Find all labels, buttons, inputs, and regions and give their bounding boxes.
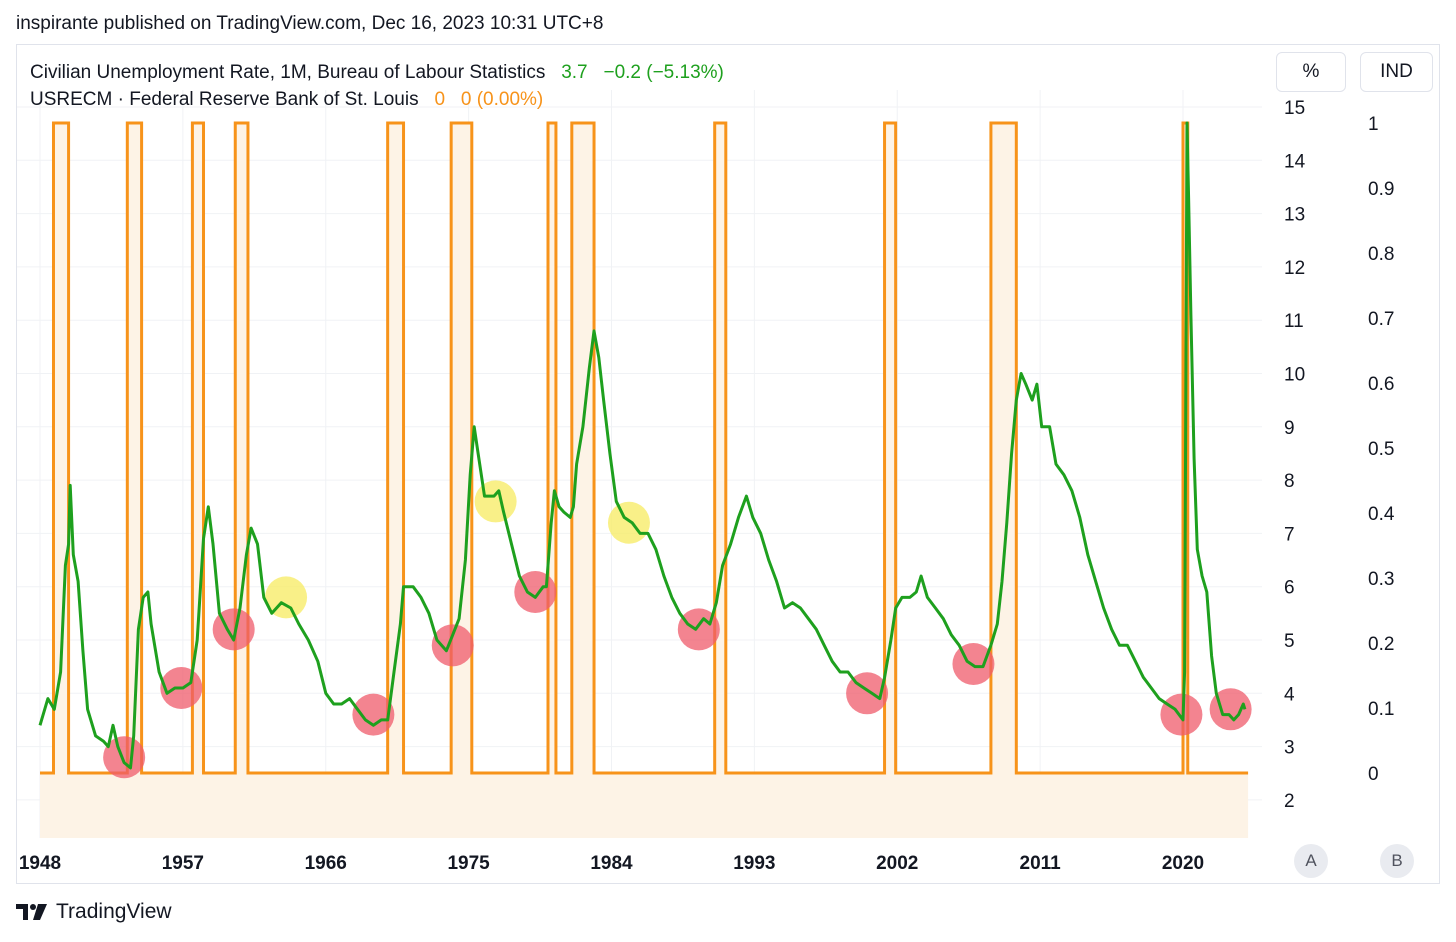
x-axis-tick-label: 2020 bbox=[1162, 853, 1204, 874]
right-axis-tick-label: 0.6 bbox=[1368, 374, 1394, 395]
legend-series2-value: 0 bbox=[434, 89, 446, 110]
right-axis-tick-label: 1 bbox=[1368, 114, 1379, 135]
legend-series2-change: 0 (0.00%) bbox=[460, 89, 544, 110]
legend-row-recession[interactable]: USRECM · Federal Reserve Bank of St. Lou… bbox=[30, 86, 724, 113]
right-axis-tick-label: 0.4 bbox=[1368, 504, 1395, 525]
left-axis-tick-label: 13 bbox=[1284, 205, 1305, 226]
x-axis-tick-label: 1993 bbox=[733, 853, 775, 874]
unemployment-rate-line bbox=[38, 121, 1247, 770]
yellow-marker-circle bbox=[474, 480, 517, 523]
right-axis-tick-label: 0.2 bbox=[1368, 634, 1394, 655]
red-marker-circle bbox=[431, 624, 474, 667]
left-axis-tick-label: 12 bbox=[1284, 258, 1305, 279]
chart-legend: Civilian Unemployment Rate, 1M, Bureau o… bbox=[30, 59, 724, 113]
right-axis-tick-label: 0.7 bbox=[1368, 309, 1394, 330]
right-axis-tick-label: 0 bbox=[1368, 764, 1379, 785]
recession-period-fill bbox=[884, 123, 896, 773]
right-axis-tick-label: 0.1 bbox=[1368, 699, 1394, 720]
x-axis-labels: 1948 1957 1966 1975 1984 1993 2002 2011 2020 bbox=[19, 853, 1204, 874]
right-axis-tick-label: 0.8 bbox=[1368, 244, 1394, 265]
recession-indicator-line bbox=[40, 121, 1249, 775]
left-axis-tick-label: 7 bbox=[1284, 524, 1295, 545]
right-axis-labels: 1 0.9 0.8 0.7 0.6 0.5 0.4 0.3 0.2 0.1 0 bbox=[1368, 114, 1395, 785]
recession-period-fill bbox=[235, 123, 248, 773]
recession-period-fill bbox=[127, 123, 142, 773]
red-marker-circle bbox=[103, 736, 146, 779]
right-axis-tick-label: 0.5 bbox=[1368, 439, 1394, 460]
brand-name: TradingView bbox=[56, 900, 172, 923]
left-axis-tick-label: 2 bbox=[1284, 791, 1295, 812]
red-marker-circle bbox=[677, 608, 720, 651]
grid-lines bbox=[17, 90, 1262, 838]
left-axis-tick-label: 3 bbox=[1284, 738, 1295, 759]
right-axis-tick-label: 0.9 bbox=[1368, 179, 1394, 200]
recession-period-fill bbox=[451, 123, 472, 773]
legend-series1-value: 3.7 bbox=[561, 62, 588, 83]
left-axis-tick-label: 10 bbox=[1284, 365, 1305, 386]
legend-series1-change: −0.2 (−5.13%) bbox=[603, 62, 724, 83]
brand-footer: TradingView bbox=[16, 900, 172, 924]
x-axis-tick-label: 2002 bbox=[876, 853, 918, 874]
x-axis-tick-label: 1966 bbox=[305, 853, 347, 874]
right-scale-unit-button[interactable]: IND bbox=[1360, 52, 1433, 92]
legend-row-unemployment[interactable]: Civilian Unemployment Rate, 1M, Bureau o… bbox=[30, 59, 724, 86]
legend-series2-name: USRECM · Federal Reserve Bank of St. Lou… bbox=[30, 89, 419, 110]
recession-baseline-fill bbox=[40, 773, 1249, 838]
x-axis-tick-label: 1948 bbox=[19, 853, 61, 874]
recession-period-fill bbox=[387, 123, 404, 773]
left-axis-tick-label: 15 bbox=[1284, 98, 1305, 119]
x-axis-tick-label: 1975 bbox=[447, 853, 490, 874]
recession-period-fill bbox=[192, 123, 204, 773]
left-axis-tick-label: 8 bbox=[1284, 471, 1295, 492]
right-axis-tick-label: 0.3 bbox=[1368, 569, 1394, 590]
tradingview-logo-icon bbox=[16, 904, 47, 920]
left-axis-tick-label: 9 bbox=[1284, 418, 1295, 439]
right-scale-mode-button[interactable]: B bbox=[1380, 844, 1414, 878]
recession-period-fill bbox=[714, 123, 726, 773]
left-scale-unit-button[interactable]: % bbox=[1276, 52, 1346, 92]
left-axis-tick-label: 5 bbox=[1284, 631, 1295, 652]
chart-frame bbox=[16, 44, 1440, 884]
recession-period-fill bbox=[571, 123, 595, 773]
x-axis-tick-label: 2011 bbox=[1020, 853, 1062, 874]
red-marker-circle bbox=[352, 693, 395, 736]
yellow-marker-circle bbox=[607, 501, 650, 544]
left-scale-mode-button[interactable]: A bbox=[1294, 844, 1328, 878]
left-axis-tick-label: 11 bbox=[1284, 311, 1304, 332]
red-marker-circle bbox=[1160, 693, 1203, 736]
recession-period-fill bbox=[548, 123, 556, 773]
legend-series1-name: Civilian Unemployment Rate, 1M, Bureau o… bbox=[30, 62, 546, 83]
x-axis-tick-label: 1984 bbox=[590, 853, 633, 874]
x-axis-tick-label: 1957 bbox=[162, 853, 204, 874]
left-axis-tick-label: 6 bbox=[1284, 578, 1295, 599]
published-header: inspirante published on TradingView.com,… bbox=[16, 13, 604, 34]
left-axis-labels: 15 14 13 12 11 10 9 8 7 6 5 4 3 2 bbox=[1284, 98, 1306, 812]
highlight-markers bbox=[103, 480, 1252, 779]
red-marker-circle bbox=[1209, 688, 1252, 731]
left-axis-tick-label: 4 bbox=[1284, 684, 1295, 705]
left-axis-tick-label: 14 bbox=[1284, 151, 1306, 172]
